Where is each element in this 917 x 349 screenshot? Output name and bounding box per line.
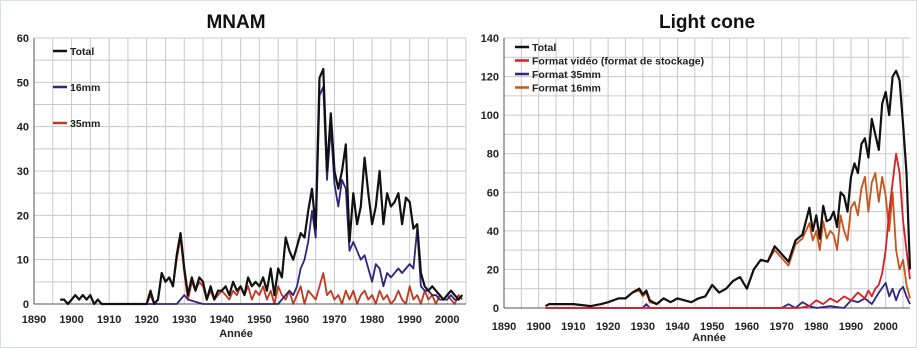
legend-label: Format 16mm bbox=[532, 83, 601, 95]
x-tick-label: 2000 bbox=[873, 321, 897, 333]
legend: Total 16mm 35mm bbox=[53, 46, 100, 130]
legend-label: Format vidéo (format de stockage) bbox=[532, 56, 704, 68]
x-tick-label: 1980 bbox=[804, 321, 828, 333]
y-tick-label: 40 bbox=[17, 122, 29, 134]
y-tick-label: 50 bbox=[17, 77, 29, 89]
x-tick-label: 1970 bbox=[322, 314, 346, 326]
x-tick-label: 1910 bbox=[561, 321, 585, 333]
y-tick-label: 120 bbox=[481, 72, 499, 84]
legend-label: Total bbox=[70, 46, 94, 58]
x-tick-label: 1900 bbox=[59, 314, 83, 326]
x-tick-label: 1890 bbox=[492, 321, 516, 333]
series-group bbox=[545, 69, 912, 309]
x-tick-label: 1950 bbox=[247, 314, 271, 326]
x-tick-label: 1920 bbox=[134, 314, 158, 326]
x-tick-label: 1960 bbox=[735, 321, 759, 333]
legend-label: 16mm bbox=[70, 82, 100, 94]
y-tick-label: 80 bbox=[487, 149, 499, 161]
series-line-total bbox=[60, 67, 464, 306]
series-group bbox=[60, 67, 464, 306]
x-tick-label: 1960 bbox=[285, 314, 309, 326]
y-tick-label: 60 bbox=[487, 187, 499, 199]
chart-mnam: MNAM 0 10 20 30 40 50 60 1890 1900 1910 1920 1930 194… bbox=[17, 12, 467, 340]
series-line-total bbox=[545, 69, 912, 308]
x-axis-label: Année bbox=[219, 328, 253, 340]
series-line-format-16mm bbox=[545, 172, 911, 308]
x-tick-label: 2000 bbox=[435, 314, 459, 326]
series-line-format-vid-o-format-de-stockage bbox=[545, 152, 911, 309]
chart-title: Light cone bbox=[659, 12, 755, 33]
x-axis-label: Année bbox=[692, 332, 726, 344]
x-tick-label: 1990 bbox=[839, 321, 863, 333]
y-tick-label: 30 bbox=[17, 166, 29, 178]
x-tick-label: 1890 bbox=[22, 314, 46, 326]
x-tick-label: 1950 bbox=[700, 321, 724, 333]
x-tick-label: 1910 bbox=[97, 314, 121, 326]
y-tick-label: 60 bbox=[17, 33, 29, 45]
y-tick-label: 0 bbox=[493, 303, 499, 315]
y-tick-label: 20 bbox=[17, 210, 29, 222]
x-tick-label: 1920 bbox=[596, 321, 620, 333]
x-tick-label: 1980 bbox=[360, 314, 384, 326]
x-tick-label: 1930 bbox=[631, 321, 655, 333]
y-tick-label: 140 bbox=[481, 33, 499, 45]
x-tick-label: 1930 bbox=[172, 314, 196, 326]
chart-lightcone: Light cone 0 20 40 60 80 100 120 140 1890 1900 1910… bbox=[481, 12, 912, 344]
x-tick-label: 1940 bbox=[665, 321, 689, 333]
x-tick-label: 1990 bbox=[397, 314, 421, 326]
y-tick-label: 10 bbox=[17, 255, 29, 267]
x-tick-label: 1940 bbox=[210, 314, 234, 326]
chart-title: MNAM bbox=[206, 12, 265, 33]
y-tick-label: 0 bbox=[23, 299, 29, 311]
legend-label: 35mm bbox=[70, 118, 100, 130]
y-tick-label: 20 bbox=[487, 264, 499, 276]
legend-label: Total bbox=[532, 42, 556, 54]
legend-label: Format 35mm bbox=[532, 69, 601, 81]
y-tick-label: 100 bbox=[481, 110, 499, 122]
x-tick-label: 1900 bbox=[526, 321, 550, 333]
x-tick-label: 1970 bbox=[769, 321, 793, 333]
y-tick-label: 40 bbox=[487, 226, 499, 238]
